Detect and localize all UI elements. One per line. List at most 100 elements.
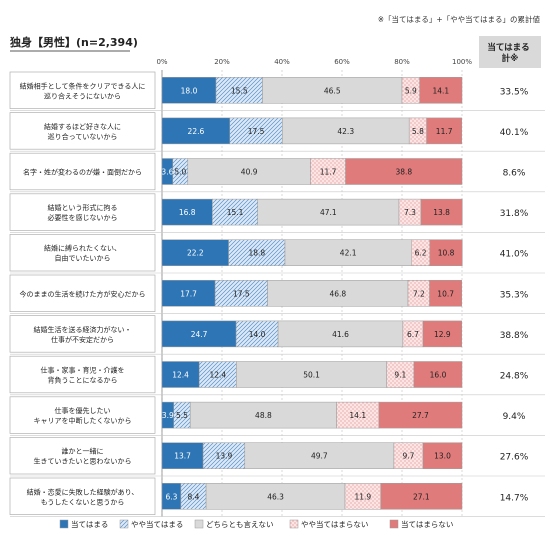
x-tick-label: 60% <box>334 58 350 66</box>
data-label: 46.5 <box>324 86 341 95</box>
bar-segment <box>393 442 424 469</box>
legend-swatch <box>389 519 399 529</box>
summary-header-line1: 当てはまる <box>487 42 529 53</box>
bar-segment <box>422 320 462 348</box>
bar-segment <box>310 158 346 185</box>
bar-segment <box>277 320 404 348</box>
bar-segment <box>344 483 381 510</box>
category-box <box>9 477 156 515</box>
category-label: 結婚・恋愛に失敗した経験があり、もうしたくないと思うから <box>27 487 139 506</box>
bar-segment <box>212 198 258 226</box>
bar-segment <box>215 77 263 104</box>
category-label: 結婚に縛られたくない、自由でいたいから <box>44 244 121 263</box>
category-label-line: 必要性を感じないから <box>48 213 118 222</box>
legend-item: やや当てはまる <box>119 519 183 529</box>
category-box <box>9 152 156 191</box>
data-label: 9.7 <box>402 452 414 461</box>
legend-label: 当てはまる <box>71 519 108 529</box>
category-label-line: 自由でいたいから <box>55 254 111 263</box>
chart-row: 仕事・家事・育児・介護を背負うことになるから 12.4 12.4 50.1 9.1 16.… <box>9 355 545 396</box>
bar-segment <box>161 361 200 388</box>
summary-value: 24.8% <box>500 372 529 382</box>
summary-value: 38.8% <box>500 331 529 341</box>
data-label: 9.1 <box>394 371 406 380</box>
bar-segment <box>161 77 217 104</box>
bar-segment <box>180 483 207 510</box>
summary-value: 41.0% <box>500 250 529 260</box>
summary-value: 35.3% <box>500 290 529 300</box>
data-label: 12.4 <box>209 371 226 380</box>
category-label-line: 今のままの生活を続けた方が安心だから <box>20 289 146 298</box>
data-label: 8.4 <box>188 492 200 501</box>
category-label: 結婚相手として条件をクリアできる人に巡り合えそうにないから <box>20 81 146 100</box>
bar-segment <box>419 77 463 104</box>
category-box <box>9 193 156 231</box>
summary-value: 33.5% <box>500 87 529 97</box>
chart-title: 独身【男性】(n=2,394) <box>9 35 138 49</box>
legend-label: 当てはまらない <box>401 519 453 529</box>
category-label-line: 仕事を優先したい <box>55 406 111 415</box>
bar-segment <box>161 280 216 307</box>
data-label: 17.5 <box>233 289 250 298</box>
bar-segment <box>236 361 387 388</box>
data-label: 12.4 <box>172 371 189 380</box>
legend: 当てはまる やや当てはまる どちらとも言えない やや当てはまらない 当てはまらない <box>59 519 453 529</box>
legend-item: 当てはまらない <box>389 519 453 529</box>
category-label-line: 結婚に縛られたくない、 <box>44 244 121 253</box>
category-label-line: 名字・姓が変わるのが嫌・面倒だから <box>23 168 142 177</box>
data-label: 6.3 <box>165 492 177 501</box>
summary-value: 27.6% <box>500 453 529 463</box>
bar-segment <box>198 361 237 388</box>
category-label-line: 巡り合っていないから <box>48 132 118 141</box>
data-label: 5.0 <box>174 168 186 177</box>
bar-segment <box>413 361 463 388</box>
chart-row: 結婚という形式に拘る必要性を感じないから 16.8 15.1 47.1 7.3 13.8 3… <box>9 193 545 233</box>
category-label-line: 仕事・家事・育児・介護を <box>41 366 125 375</box>
data-label: 47.1 <box>320 208 337 217</box>
chart-row: 仕事を優先したいキャリアを中断したくないから 3.9 5.5 48.8 14.1 27.7… <box>9 396 545 436</box>
bar-segment <box>161 239 229 266</box>
data-label: 40.9 <box>241 168 258 177</box>
category-label-line: 結婚するほど好きな人に <box>44 122 121 131</box>
legend-item: 当てはまる <box>59 519 108 529</box>
x-tick-label: 40% <box>274 58 290 66</box>
data-label: 11.7 <box>436 127 453 136</box>
category-label: 誰かと一緒に生きていきたいと思わないから <box>34 447 132 466</box>
category-label: 仕事を優先したいキャリアを中断したくないから <box>34 406 132 425</box>
category-label: 仕事・家事・育児・介護を背負うことになるから <box>41 366 125 385</box>
x-tick-label: 100% <box>452 58 472 66</box>
category-box <box>9 274 156 312</box>
data-label: 22.2 <box>187 249 204 258</box>
data-label: 15.1 <box>227 208 244 217</box>
category-label-line: 結婚という形式に拘る <box>48 203 118 212</box>
data-label: 5.8 <box>412 127 424 136</box>
data-label: 46.8 <box>329 289 346 298</box>
category-box <box>9 396 156 434</box>
bar-segment <box>282 117 410 145</box>
summary-header-line2: 計※ <box>502 53 519 64</box>
chart-row: 結婚生活を送る経済力がない・仕事が不安定だから 24.7 14.0 41.6 6.7 12… <box>9 315 545 355</box>
category-label: 結婚という形式に拘る必要性を感じないから <box>48 203 118 222</box>
legend-item: やや当てはまらない <box>289 519 368 529</box>
data-label: 38.8 <box>395 168 412 177</box>
data-label: 50.1 <box>303 371 320 380</box>
chart-note: ※「当てはまる」+「やや当てはまる」の累計値 <box>378 14 541 24</box>
bar-segment <box>244 442 395 469</box>
category-label: 結婚するほど好きな人に巡り合っていないから <box>44 122 121 141</box>
category-box <box>9 112 156 150</box>
data-label: 13.0 <box>434 452 451 461</box>
x-axis-ticks: 0% 20% 40% 60% 80% 100% <box>156 58 472 66</box>
legend-item: どちらとも言えない <box>194 519 274 529</box>
category-box <box>9 234 156 272</box>
data-label: 11.7 <box>320 168 337 177</box>
category-label-line: 結婚・恋愛に失敗した経験があり、 <box>27 487 139 496</box>
x-tick-label: 80% <box>394 58 410 66</box>
data-label: 10.8 <box>438 249 455 258</box>
legend-label: どちらとも言えない <box>206 519 274 529</box>
bar-segment <box>267 280 409 307</box>
data-label: 12.9 <box>434 330 451 339</box>
legend-label: やや当てはまる <box>131 519 183 529</box>
legend-swatch <box>289 519 299 529</box>
chart-rows: 結婚相手として条件をクリアできる人に巡り合えそうにないから 18.0 15.5 46.… <box>9 71 545 517</box>
data-label: 46.3 <box>267 492 284 501</box>
